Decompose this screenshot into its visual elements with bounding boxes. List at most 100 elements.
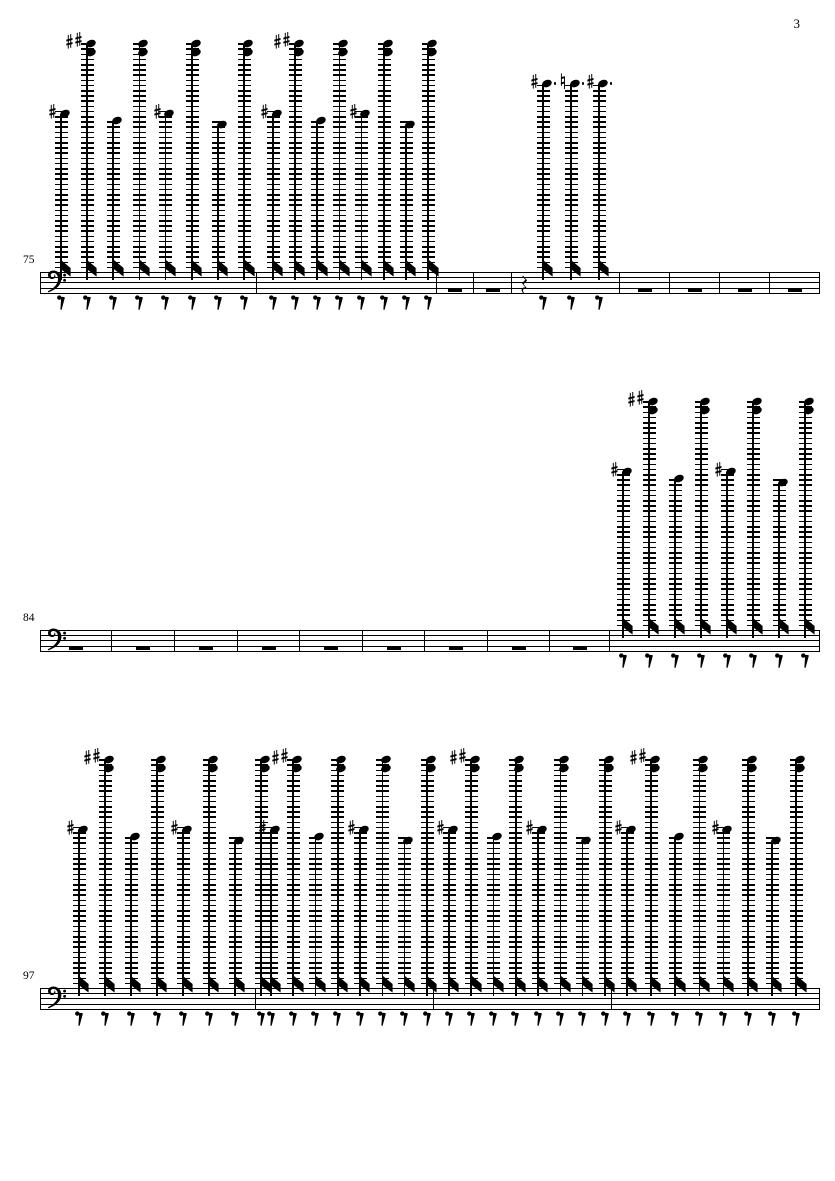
ledger-line bbox=[693, 967, 707, 969]
ledger-line bbox=[80, 214, 94, 217]
ledger-line bbox=[72, 977, 86, 980]
ledger-line bbox=[694, 624, 708, 627]
ledger-line bbox=[789, 863, 803, 865]
ledger-line bbox=[310, 204, 324, 206]
note-stem bbox=[292, 760, 294, 996]
ledger-line bbox=[286, 832, 300, 834]
eighth-flag-icon bbox=[192, 260, 203, 277]
whole-rest-icon bbox=[788, 287, 802, 292]
ledger-line bbox=[487, 936, 501, 938]
ledger-line bbox=[668, 925, 682, 928]
ledger-line bbox=[487, 884, 501, 886]
ledger-line bbox=[254, 837, 268, 839]
eighth-flag-icon bbox=[779, 618, 790, 635]
ledger-line bbox=[554, 915, 567, 917]
ledger-line bbox=[694, 448, 708, 450]
ledger-line bbox=[202, 816, 216, 818]
ledger-line bbox=[286, 889, 300, 891]
ledger-line bbox=[98, 863, 112, 865]
ledger-line bbox=[377, 251, 391, 253]
ledger-line bbox=[266, 147, 280, 149]
ledger-line bbox=[642, 520, 656, 523]
ledger-line bbox=[421, 116, 435, 118]
ledger-line bbox=[237, 240, 251, 243]
sharp-icon bbox=[459, 747, 466, 764]
ledger-line bbox=[531, 899, 545, 902]
ledger-line bbox=[668, 484, 682, 486]
ledger-line bbox=[694, 609, 708, 611]
ledger-line bbox=[288, 100, 302, 102]
ledger-line bbox=[509, 842, 523, 844]
ledger-line bbox=[150, 925, 164, 928]
ledger-line bbox=[717, 951, 731, 954]
ledger-line bbox=[202, 826, 216, 829]
ledger-line bbox=[310, 199, 324, 201]
ledger-line bbox=[80, 194, 94, 196]
ledger-line bbox=[746, 520, 760, 523]
ledger-line bbox=[536, 116, 550, 118]
note-stem bbox=[336, 760, 339, 996]
ledger-line bbox=[150, 832, 164, 834]
ledger-line bbox=[254, 790, 268, 792]
ledger-line bbox=[420, 977, 434, 980]
ledger-line bbox=[668, 852, 682, 855]
ledger-line bbox=[288, 225, 302, 227]
ledger-line bbox=[668, 604, 682, 606]
ledger-line bbox=[228, 894, 242, 896]
ledger-line bbox=[237, 64, 251, 66]
ledger-line bbox=[286, 884, 300, 886]
ledger-line bbox=[202, 847, 216, 850]
ledger-line bbox=[536, 131, 550, 134]
ledger-line bbox=[717, 910, 731, 912]
ledger-line bbox=[80, 251, 94, 253]
ledger-line bbox=[159, 183, 173, 186]
ledger-line bbox=[554, 899, 567, 902]
sharp-icon bbox=[348, 819, 355, 836]
sharp-icon bbox=[75, 31, 82, 48]
ledger-line bbox=[288, 64, 302, 66]
ledger-line bbox=[592, 147, 606, 149]
ledger-line bbox=[598, 821, 612, 824]
ledger-line bbox=[694, 541, 708, 544]
ledger-line bbox=[202, 915, 216, 917]
ledger-line bbox=[668, 904, 682, 907]
ledger-line bbox=[421, 246, 435, 248]
ledger-line bbox=[668, 899, 682, 902]
ledger-line bbox=[554, 920, 567, 922]
ledger-line bbox=[592, 152, 606, 154]
ledger-line bbox=[398, 941, 412, 943]
ledger-line bbox=[399, 230, 413, 232]
eighth-flag-icon bbox=[105, 976, 116, 993]
ledger-line bbox=[150, 962, 164, 964]
ledger-line bbox=[509, 847, 523, 850]
ledger-line bbox=[509, 790, 523, 792]
ledger-line bbox=[442, 863, 456, 865]
ledger-line bbox=[642, 416, 656, 419]
sharp-icon bbox=[67, 819, 74, 836]
ledger-line bbox=[798, 593, 812, 596]
ledger-line bbox=[644, 894, 658, 896]
ledger-line bbox=[211, 230, 225, 232]
ledger-line bbox=[536, 235, 550, 238]
ledger-line bbox=[616, 598, 630, 601]
ledger-line bbox=[564, 162, 578, 165]
ledger-line bbox=[644, 930, 658, 933]
eighth-rest-icon bbox=[355, 1011, 365, 1027]
ledger-line bbox=[798, 614, 812, 616]
ledger-line bbox=[98, 821, 112, 824]
ledger-line bbox=[598, 826, 612, 829]
ledger-line bbox=[124, 884, 138, 886]
ledger-line bbox=[288, 110, 302, 113]
ledger-line bbox=[576, 863, 590, 865]
eighth-rest-icon bbox=[290, 295, 300, 311]
ledger-line bbox=[642, 567, 656, 570]
ledger-line bbox=[564, 142, 578, 144]
ledger-line bbox=[377, 84, 391, 87]
ledger-line bbox=[176, 967, 190, 969]
ledger-line bbox=[310, 162, 324, 165]
ledger-line bbox=[72, 889, 86, 891]
ledger-line bbox=[377, 131, 391, 134]
ledger-line bbox=[789, 936, 803, 938]
eighth-flag-icon bbox=[61, 260, 72, 277]
ledger-line bbox=[309, 868, 323, 870]
